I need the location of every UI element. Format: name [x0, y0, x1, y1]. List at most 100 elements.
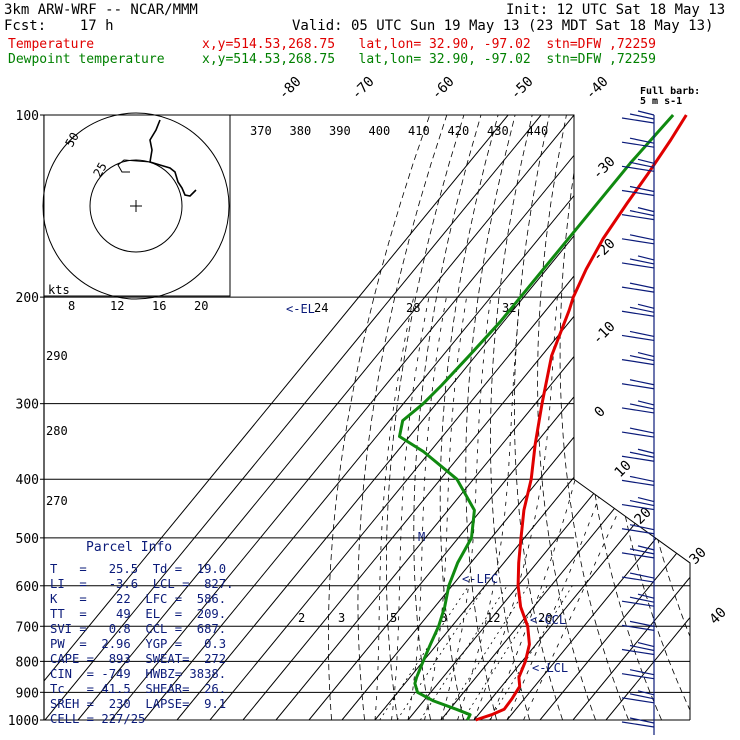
temperature-location: x,y=514.53,268.75 lat,lon= 32.90, -97.02…	[202, 37, 656, 52]
dry-adiabat	[465, 115, 516, 720]
isentrope-label: 400	[369, 124, 391, 138]
mixing-ratio-grid	[379, 585, 573, 720]
pressure-tick-label: 700	[16, 620, 39, 635]
wind-barb	[629, 330, 655, 338]
wind-barb	[637, 303, 655, 309]
wind-barb	[637, 400, 655, 406]
wind-barb	[629, 234, 655, 241]
wind-barb	[621, 189, 655, 197]
level-label-ccl: <-CCL	[530, 613, 566, 627]
wind-barb	[629, 524, 655, 531]
dry-adiabat	[439, 115, 499, 720]
pressure-tick-label: 400	[16, 473, 39, 488]
wind-barb	[621, 721, 655, 728]
isentrope-label: 370	[250, 124, 272, 138]
isotherm-label: -80	[276, 74, 305, 103]
temperature-legend: Temperature	[8, 37, 95, 52]
isotherm-line	[44, 115, 509, 720]
dry-adiabat	[701, 115, 740, 720]
hodograph-ring	[89, 159, 183, 253]
dewpoint-legend: Dewpoint temperature	[8, 52, 165, 67]
isotherm-line	[44, 115, 542, 720]
isotherm-label: 40	[707, 605, 730, 628]
wind-barb	[629, 379, 655, 386]
pressure-tick-label: 800	[16, 655, 39, 670]
moist-adiabat	[457, 297, 521, 720]
hodograph-ring-label: 50	[62, 130, 81, 150]
parcel-row: LI = -3.6 LCL = 827.	[50, 577, 234, 591]
wind-barb	[621, 238, 655, 245]
wind-barb	[629, 620, 655, 627]
wind-barb	[629, 717, 655, 724]
wind-barb	[629, 355, 655, 362]
isotherm-label: -70	[349, 74, 378, 103]
wind-barb	[621, 359, 655, 366]
wind-barb	[637, 593, 655, 599]
isotherm-label: 0	[592, 404, 609, 421]
pressure-tick-label: 900	[16, 686, 39, 701]
level-label-m: M	[418, 530, 425, 544]
isotherm-line	[506, 115, 690, 720]
frame-right	[44, 114, 691, 720]
isotherm-label: 10	[612, 458, 635, 481]
barb-key-label: Full barb:	[640, 86, 700, 97]
dewpoint-location: x,y=514.53,268.75 lat,lon= 32.90, -97.02…	[202, 52, 656, 67]
dry-adiabat	[682, 115, 690, 720]
pressure-tick-label: 1000	[8, 714, 39, 729]
wind-barb	[621, 286, 655, 293]
level-label-lfc: <-LFC	[462, 572, 498, 586]
level-label-lcl: <-LCL	[532, 661, 568, 675]
level-label-el: <-EL	[286, 302, 315, 316]
hodograph-speed-label: 16	[152, 299, 166, 313]
wind-barb	[621, 600, 655, 607]
hodograph-units: kts	[48, 283, 70, 297]
wind-barb	[629, 572, 655, 579]
isentrope-label: 440	[527, 124, 549, 138]
parcel-row: Tc = 41.5 SHEAR= 26.	[50, 682, 227, 696]
wind-barb	[621, 624, 655, 631]
mixing-ratio-label: 8	[440, 611, 447, 625]
wind-barb	[637, 545, 655, 551]
wind-barb	[637, 448, 655, 454]
parcel-row: CIN = -749 HWBZ= 3838.	[50, 667, 227, 681]
isotherm-line	[209, 115, 690, 720]
valid-time: Valid: 05 UTC Sun 19 May 13 (23 MDT Sat …	[292, 18, 714, 34]
moist-adiabat	[424, 297, 467, 720]
mixing-ratio-label: 12	[486, 611, 500, 625]
pressure-tick-label: 200	[16, 291, 39, 306]
wind-barb	[621, 431, 655, 438]
mixing-ratio-line	[396, 585, 486, 720]
wind-barb	[621, 528, 655, 535]
temperature-profile	[475, 114, 688, 722]
wind-barb	[621, 479, 655, 486]
hodograph-ring	[42, 112, 230, 300]
wind-barb	[637, 207, 655, 213]
moist-adiabat	[490, 297, 604, 720]
isotherm-label: -30	[590, 154, 619, 183]
wind-barb	[629, 475, 655, 482]
isentrope-label: 410	[408, 124, 430, 138]
isotherm-label: -60	[429, 74, 458, 103]
wind-barb	[629, 548, 655, 555]
mixing-ratio-label: 5	[390, 611, 397, 625]
mixing-ratio-line	[379, 585, 470, 720]
wind-barbs	[621, 110, 655, 735]
wind-barb	[629, 137, 655, 144]
wind-barb	[621, 697, 655, 704]
wind-barb	[621, 334, 655, 342]
hodograph: 25 50	[42, 112, 231, 300]
wind-barb	[621, 165, 655, 172]
wind-barb	[629, 644, 655, 652]
hodograph-ring-label: 25	[90, 160, 109, 180]
wind-barb	[621, 407, 655, 414]
dewpoint-profile	[398, 114, 675, 721]
parcel-row: SREH = 230 LAPSE= 9.1	[50, 697, 227, 711]
isotherm-line	[242, 115, 690, 720]
isentrope-label: 420	[448, 124, 470, 138]
isotherm-line	[605, 115, 690, 720]
isotherm-label: -20	[590, 236, 619, 265]
dry-adiabat	[559, 115, 629, 720]
init-time: Init: 12 UTC Sat 18 May 13	[506, 2, 726, 18]
wind-barb	[621, 576, 655, 583]
